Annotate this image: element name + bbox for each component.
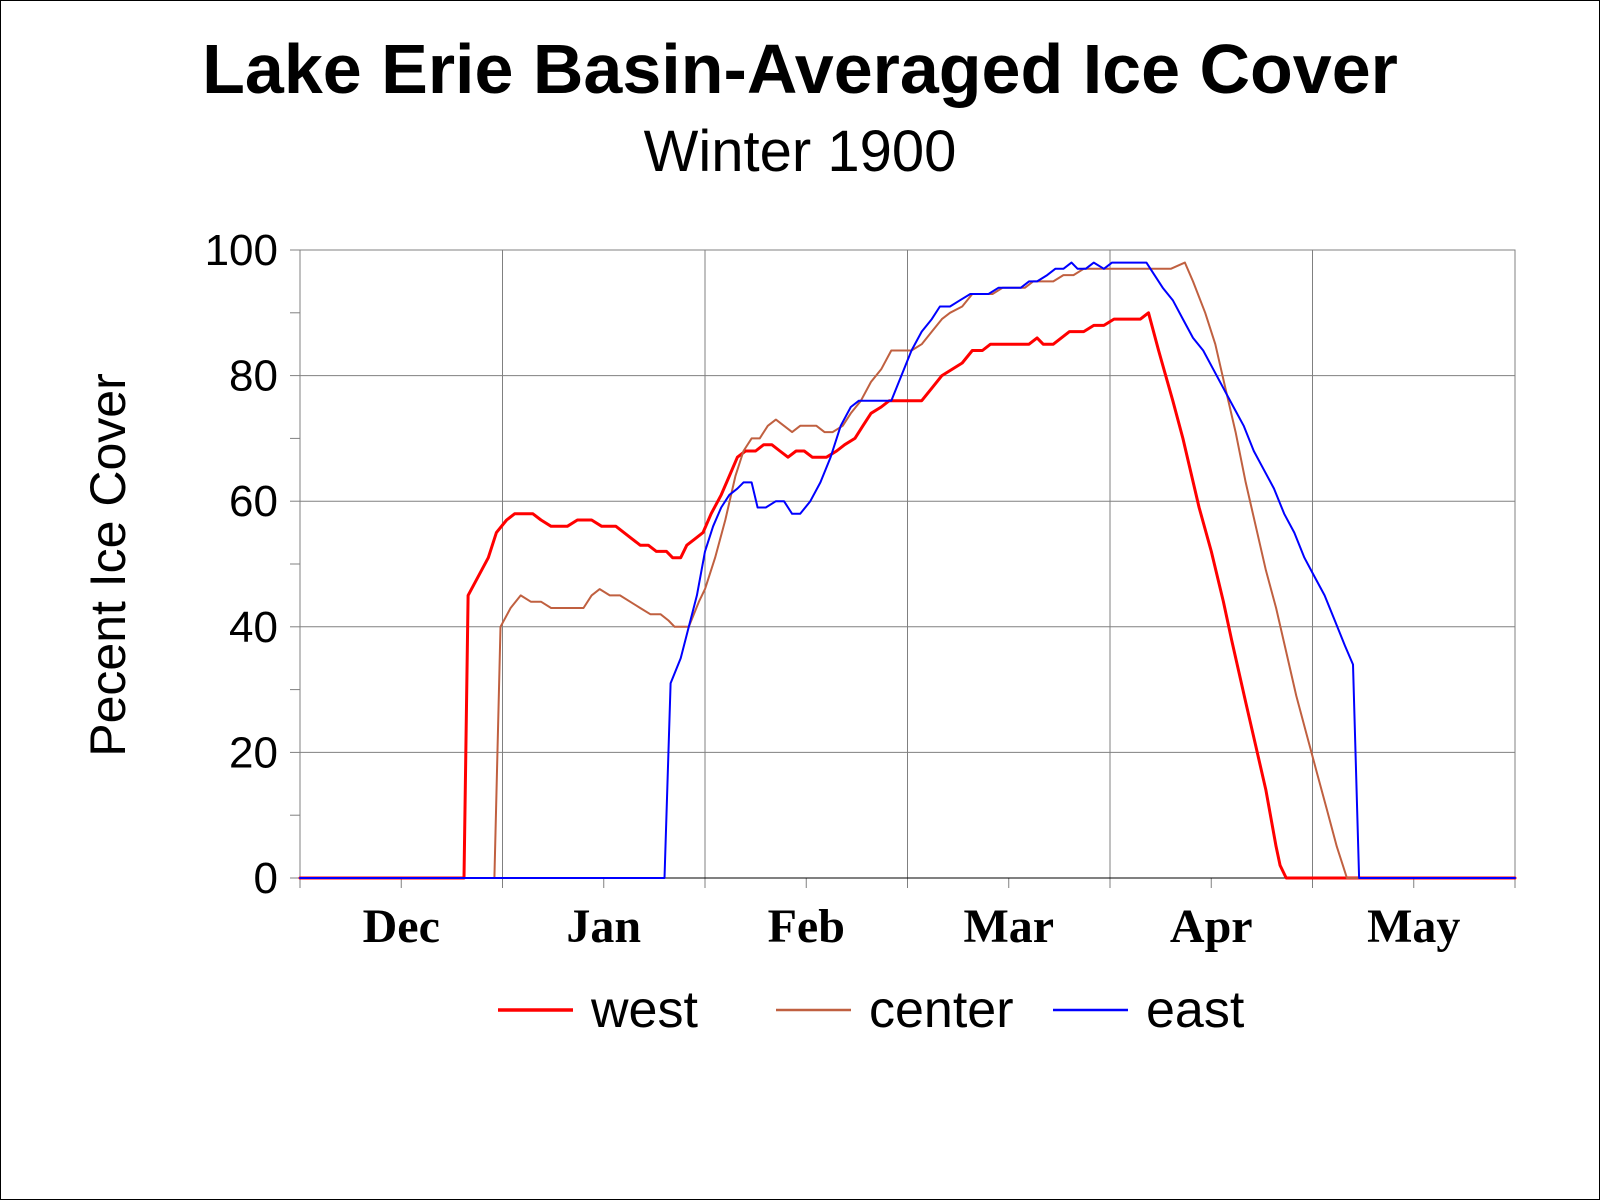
y-axis-label: Pecent Ice Cover [80,373,136,757]
series-line-center [299,261,1516,879]
x-tick-label: May [1367,900,1460,953]
x-tick-label: Apr [1170,900,1253,953]
y-tick-label: 80 [229,352,278,401]
x-tick-label: Feb [768,900,845,953]
x-tick-label: Mar [963,900,1054,953]
legend-label-center: center [869,981,1014,1039]
series-line-east [299,261,1516,879]
y-tick-label: 20 [229,728,278,777]
y-tick-label: 60 [229,477,278,526]
legend: west center east [498,981,1245,1039]
legend-label-west: west [590,981,698,1039]
chart-title: Lake Erie Basin-Averaged Ice Cover [202,30,1398,108]
x-tick-label: Jan [566,900,641,953]
y-tick-label: 40 [229,603,278,652]
grid [300,249,1515,879]
series-layer [298,261,1517,880]
x-tick-label: Dec [363,900,440,953]
x-tick-labels: Dec Jan Feb Mar Apr May [363,900,1461,953]
y-tick-labels: 0 20 40 60 80 100 [205,226,278,903]
y-tick-label: 100 [205,226,278,275]
y-tick-label: 0 [254,854,278,903]
legend-label-east: east [1146,981,1245,1039]
axes [290,249,1516,888]
chart-subtitle: Winter 1900 [644,119,957,184]
series-line-west [298,311,1517,880]
